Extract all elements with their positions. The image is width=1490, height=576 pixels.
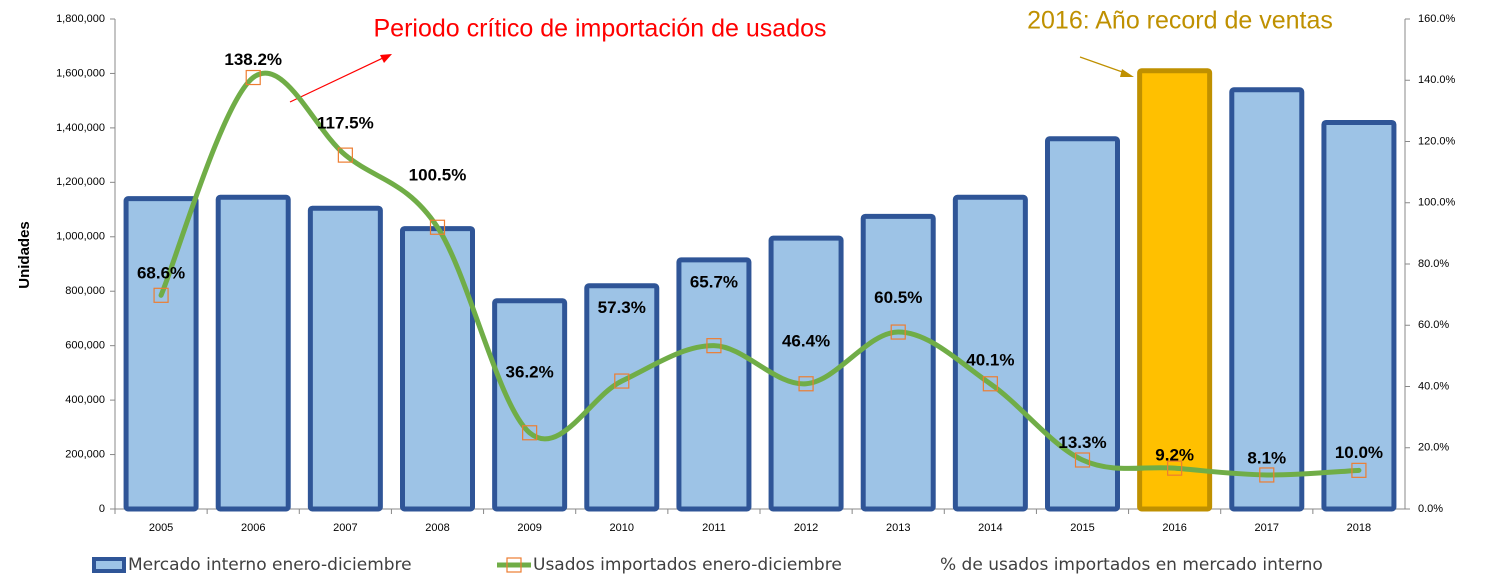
marker: [706, 338, 722, 354]
legend-label: % de usados importados en mercado intern…: [940, 555, 1323, 575]
y-tick-label: 1,400,000: [56, 122, 105, 134]
legend-label: Usados importados enero-diciembre: [533, 555, 842, 575]
bar: [584, 283, 660, 512]
bar: [400, 226, 475, 512]
marker: [614, 373, 630, 389]
bar: [860, 213, 936, 512]
x-tick-label: 2006: [241, 522, 265, 534]
data-label: 138.2%: [224, 50, 282, 69]
y2-tick-label: 120.0%: [1418, 135, 1456, 147]
marker: [1351, 462, 1367, 478]
line: [158, 70, 1362, 478]
marker: [245, 69, 261, 86]
data-label: 36.2%: [506, 363, 554, 382]
y2-tick-label: 160.0%: [1418, 13, 1456, 25]
x-tick-label: 2013: [886, 522, 910, 534]
bar: [952, 194, 1028, 512]
marker: [522, 425, 538, 441]
data-label: 40.1%: [966, 351, 1014, 370]
data-label: 10.0%: [1335, 443, 1383, 462]
data-label: 68.6%: [137, 263, 185, 282]
x-tick-label: 2018: [1347, 522, 1371, 534]
annotation-arrow: [289, 56, 386, 103]
y2-tick-label: 60.0%: [1418, 319, 1449, 331]
y-tick-label: 400,000: [65, 394, 105, 406]
y2-tick-label: 40.0%: [1418, 380, 1449, 392]
arrow-head: [1120, 69, 1134, 77]
data-label: 117.5%: [317, 114, 374, 133]
marker: [890, 324, 906, 340]
bar: [1321, 119, 1397, 512]
legend-swatch: [92, 557, 126, 573]
x-tick-label: 2017: [1255, 522, 1279, 534]
marker: [429, 219, 446, 235]
marker: [337, 147, 353, 163]
y2-tick-label: 140.0%: [1418, 74, 1456, 86]
legend-label: Mercado interno enero-diciembre: [128, 555, 412, 575]
annotation-arrow: [1079, 56, 1129, 75]
bar: [676, 257, 752, 512]
data-label: 8.1%: [1247, 449, 1286, 468]
data-label: 46.4%: [782, 331, 830, 350]
annotation: 2016: Año record de ventas: [1027, 7, 1333, 35]
y2-tick-label: 20.0%: [1418, 442, 1449, 454]
marker: [1074, 452, 1091, 468]
marker: [1259, 467, 1275, 483]
y-tick-label: 200,000: [65, 448, 105, 460]
legend-marker: [506, 557, 522, 573]
x-tick-label: 2005: [149, 522, 173, 534]
marker: [1167, 460, 1183, 476]
arrow-head: [380, 54, 392, 63]
y-axis-label: Unidades: [16, 221, 33, 289]
marker: [798, 376, 814, 392]
x-tick-label: 2010: [610, 522, 634, 534]
bar: [1137, 68, 1213, 512]
data-label: 57.3%: [598, 298, 646, 317]
x-tick-label: 2009: [517, 522, 541, 534]
y-tick-label: 1,600,000: [56, 67, 105, 79]
x-tick-label: 2011: [702, 522, 726, 534]
x-tick-label: 2008: [425, 522, 449, 534]
data-label: 13.3%: [1058, 433, 1106, 452]
bar: [1229, 87, 1305, 512]
y-tick-label: 1,200,000: [56, 176, 105, 188]
bar: [492, 298, 568, 512]
y-tick-label: 800,000: [65, 285, 105, 297]
marker: [982, 376, 998, 392]
marker: [153, 287, 169, 303]
data-label: 100.5%: [409, 166, 467, 185]
y2-tick-label: 80.0%: [1418, 258, 1449, 270]
y-tick-label: 0: [99, 503, 105, 515]
x-tick-label: 2014: [978, 522, 1002, 534]
y-tick-label: 1,000,000: [56, 231, 105, 243]
bar: [307, 205, 383, 512]
bar: [123, 196, 199, 512]
x-tick-label: 2016: [1162, 522, 1186, 534]
bar: [1045, 136, 1120, 512]
data-label: 65.7%: [690, 272, 738, 291]
annotation: Periodo crítico de importación de usados: [373, 15, 826, 43]
data-label: 9.2%: [1155, 445, 1194, 464]
y2-tick-label: 0.0%: [1418, 503, 1443, 515]
y-tick-label: 600,000: [65, 340, 105, 352]
y-tick-label: 1,800,000: [56, 13, 105, 25]
data-label: 60.5%: [874, 288, 922, 307]
x-tick-label: 2012: [794, 522, 818, 534]
x-tick-label: 2007: [333, 522, 357, 534]
label-anchor: [436, 199, 440, 203]
bar: [215, 194, 291, 512]
x-tick-label: 2015: [1070, 522, 1094, 534]
y2-tick-label: 100.0%: [1418, 197, 1456, 209]
